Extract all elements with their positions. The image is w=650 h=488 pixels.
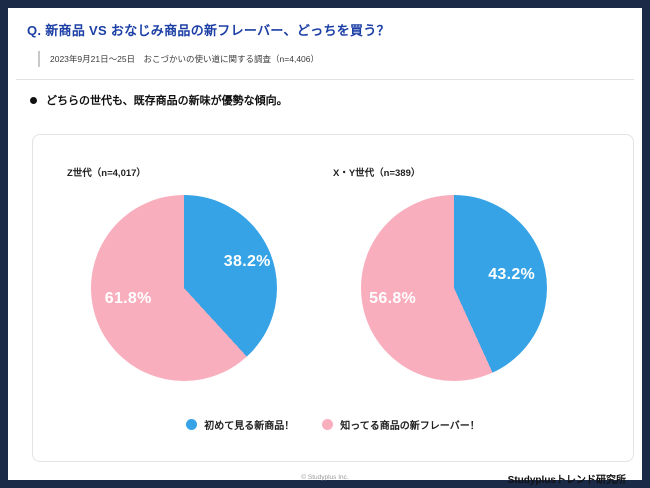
chart-title-gen-z: Z世代（n=4,017） — [67, 168, 146, 179]
legend: 初めて見る新商品！ 知ってる商品の新フレーバー！ — [33, 417, 633, 432]
legend-dot-pink-icon — [322, 419, 334, 430]
copyright: © Studyplus Inc. — [301, 474, 349, 481]
header-divider — [16, 79, 634, 80]
pie-chart-gen-xy: 43.2% 56.8% — [361, 195, 547, 381]
legend-item-known-flavor: 知ってる商品の新フレーバー！ — [322, 417, 480, 432]
survey-note: 2023年9月21日〜25日 おこづかいの使い道に関する調査（n=4,406） — [38, 51, 319, 67]
chart-card: Z世代（n=4,017） X・Y世代（n=389） 38.2% 61.8% 43… — [32, 134, 634, 462]
pie-value-label-known-flavor: 56.8% — [369, 290, 417, 308]
pie-value-label-new-product: 38.2% — [223, 252, 271, 270]
key-insight-text: どちらの世代も、既存商品の新味が優勢な傾向。 — [46, 95, 288, 107]
chart-title-gen-xy: X・Y世代（n=389） — [333, 168, 421, 179]
legend-label-new-product: 初めて見る新商品！ — [204, 421, 295, 432]
page-title: Q. 新商品 VS おなじみ商品の新フレーバー、どっちを買う？ — [27, 23, 390, 38]
key-insight: どちらの世代も、既存商品の新味が優勢な傾向。 — [30, 92, 288, 108]
pie-value-label-new-product: 43.2% — [488, 265, 536, 283]
pie-chart-gen-z: 38.2% 61.8% — [91, 195, 277, 381]
brand-name: Studyplusトレンド研究所 — [507, 475, 626, 486]
legend-label-known-flavor: 知ってる商品の新フレーバー！ — [340, 421, 480, 432]
bullet-icon — [30, 96, 37, 104]
pie-value-label-known-flavor: 61.8% — [104, 290, 152, 308]
legend-item-new-product: 初めて見る新商品！ — [186, 417, 294, 432]
legend-dot-blue-icon — [186, 419, 198, 430]
